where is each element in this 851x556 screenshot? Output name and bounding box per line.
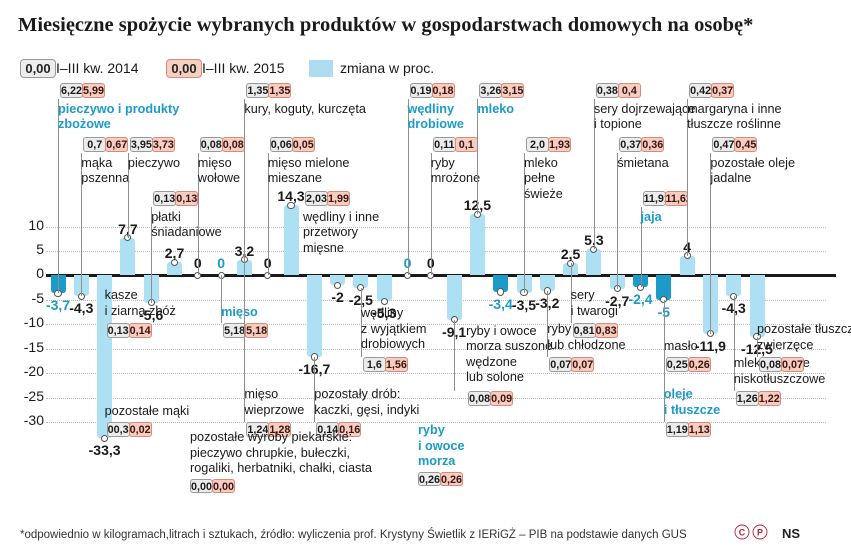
svg-text:P: P: [757, 528, 763, 538]
svg-text:C: C: [739, 528, 746, 538]
